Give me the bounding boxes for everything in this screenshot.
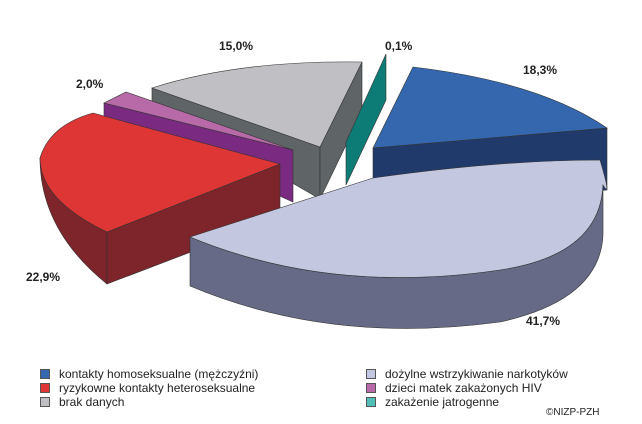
label-ryzykowne-kontakty: 22,9%: [26, 270, 61, 284]
copyright-notice: ©NIZP-PZH: [546, 407, 600, 418]
legend-swatch: [366, 369, 376, 379]
legend-item-zakazenie-jatrogenne[interactable]: zakażenie jatrogenne: [366, 395, 499, 409]
slice-ryzykowne-kontakty[interactable]: [39, 112, 281, 285]
slice-zakazenie-jatrogenne[interactable]: [345, 53, 387, 186]
legend-item-dzieci-matek[interactable]: dzieci matek zakażonych HIV: [366, 381, 542, 395]
slice-dozylne-wstrzykiwanie[interactable]: [189, 159, 608, 329]
legend-label: ryzykowne kontakty heteroseksualne: [59, 381, 256, 395]
legend-item-kontakty-homoseksualne[interactable]: kontakty homoseksualne (mężczyźni): [40, 367, 258, 381]
legend-label: zakażenie jatrogenne: [385, 395, 500, 409]
legend-label: dzieci matek zakażonych HIV: [385, 381, 542, 395]
legend-item-ryzykowne-kontakty[interactable]: ryzykowne kontakty heteroseksualne: [40, 381, 255, 395]
legend-item-brak-danych[interactable]: brak danych: [40, 395, 124, 409]
legend-swatch: [40, 397, 50, 407]
label-dozylne-wstrzykiwanie: 41,7%: [526, 314, 561, 328]
label-zakazenie-jatrogenne: 0,1%: [385, 39, 413, 53]
legend-swatch: [40, 369, 50, 379]
label-kontakty-homoseksualne: 18,3%: [523, 63, 558, 77]
legend-swatch: [40, 383, 50, 393]
legend-label: dożylne wstrzykiwanie narkotyków: [385, 367, 568, 381]
legend-item-dozylne-wstrzykiwanie[interactable]: dożylne wstrzykiwanie narkotyków: [366, 367, 568, 381]
legend-label: kontakty homoseksualne (mężczyźni): [59, 367, 259, 381]
legend-label: brak danych: [59, 395, 125, 409]
label-brak-danych: 15,0%: [219, 39, 254, 53]
legend-swatch: [366, 397, 376, 407]
label-dzieci-matek: 2,0%: [76, 77, 104, 91]
legend-swatch: [366, 383, 376, 393]
